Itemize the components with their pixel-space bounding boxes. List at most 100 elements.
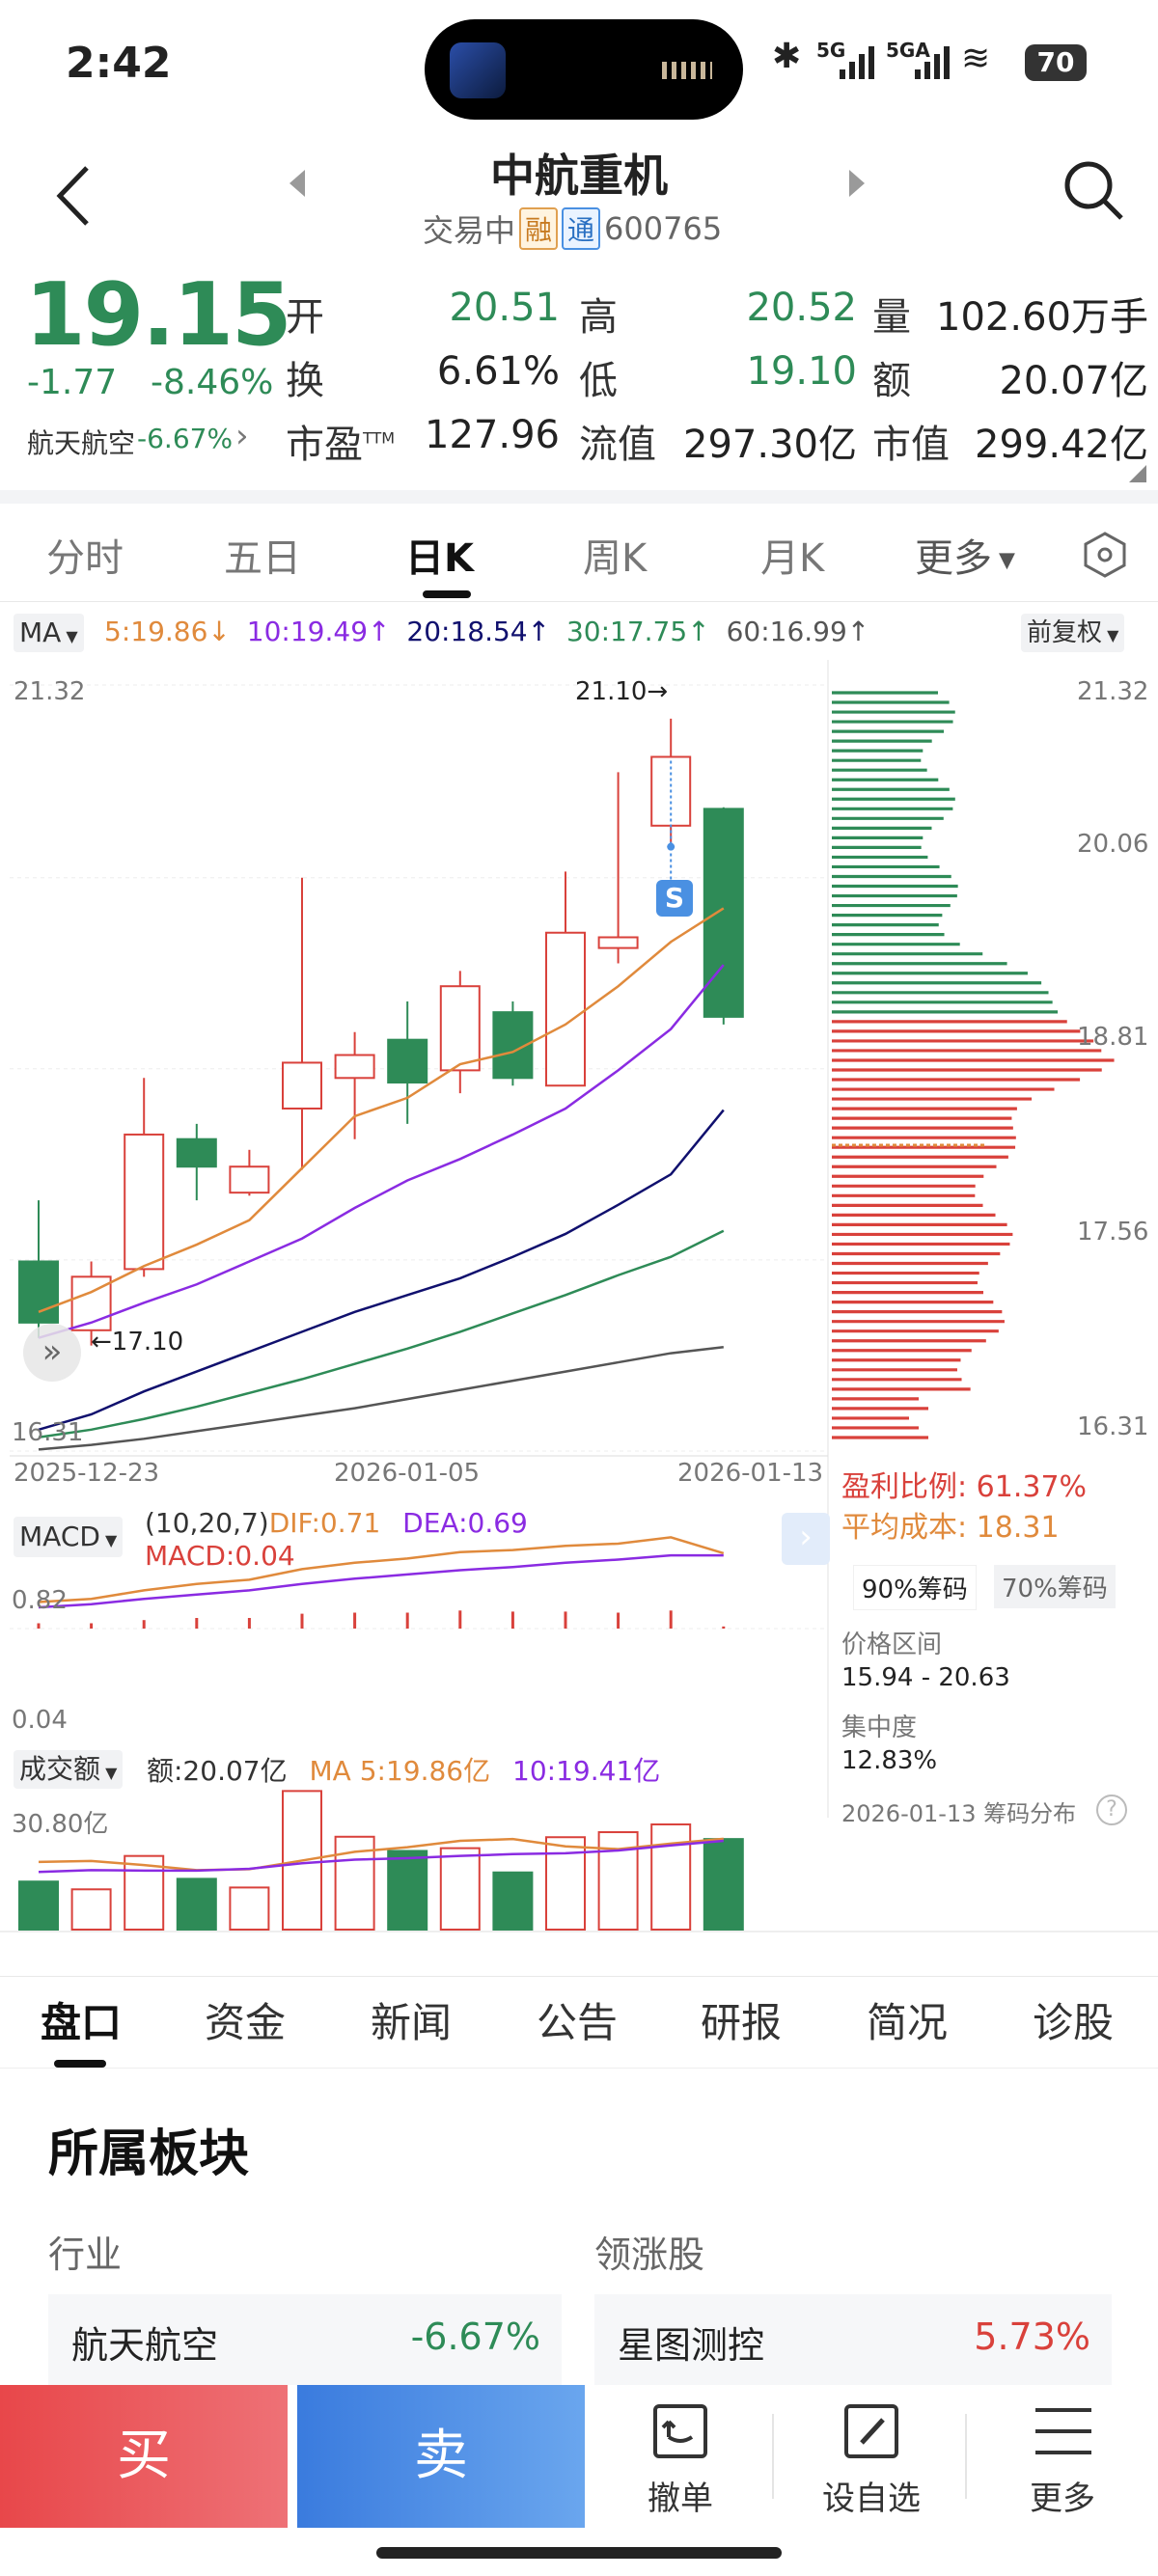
tab-more[interactable]: 更多 ▼	[915, 536, 1015, 581]
more-button[interactable]: 更多	[980, 2385, 1144, 2528]
expand-corner-icon[interactable]	[1129, 465, 1146, 482]
settings-hexagon-icon[interactable]	[1081, 531, 1129, 579]
section-divider	[0, 490, 1158, 504]
tab-profile[interactable]: 简况	[867, 1999, 949, 2046]
mcap-label: 市值	[872, 423, 950, 467]
low-label: 低	[579, 359, 618, 403]
candle-body	[334, 1054, 375, 1080]
volume-bar	[703, 1838, 744, 1931]
date-start: 2025-12-23	[14, 1459, 160, 1488]
signal-icon	[907, 44, 950, 79]
dynamic-island	[425, 19, 743, 120]
industry-card[interactable]: 航天航空 -6.67%	[48, 2294, 562, 2387]
macd-axis-bottom: 0.04	[12, 1706, 68, 1735]
volume-bar	[492, 1871, 534, 1931]
signal-5ga-label: 5GA	[886, 39, 930, 62]
right-axis-2: 20.06	[1077, 830, 1149, 859]
signal-icon	[832, 44, 874, 79]
candle-body	[439, 985, 481, 1072]
volume-ma5-line	[38, 1837, 724, 1872]
right-axis-1: 21.32	[1077, 677, 1149, 706]
stock-subtitle: 交易中 融 通 600765	[423, 206, 722, 251]
high-value: 20.52	[746, 286, 857, 330]
ma10-line	[38, 964, 725, 1339]
price-range-value: 15.94 - 20.63	[841, 1663, 1010, 1692]
tab-five-day[interactable]: 五日	[224, 536, 301, 581]
sector-section: 所属板块 行业 领涨股 航天航空 -6.67% 星图测控 5.73%	[0, 2069, 1158, 2387]
dea-line	[38, 1553, 724, 1609]
expand-left-icon[interactable]: »	[23, 1324, 81, 1382]
date-end: 2026-01-13	[677, 1459, 824, 1488]
leader-card[interactable]: 星图测控 5.73%	[594, 2294, 1112, 2387]
next-stock-icon[interactable]	[845, 168, 868, 199]
tab-diagnosis[interactable]: 诊股	[1033, 1999, 1115, 2046]
quote-panel: 19.15 -1.77 -8.46% 航天航空 -6.67% › 开 20.51…	[0, 260, 1158, 492]
candle-body	[229, 1165, 270, 1194]
tab-funds[interactable]: 资金	[205, 1999, 287, 2046]
chip-70-button[interactable]: 70%筹码	[994, 1565, 1116, 1608]
macd-axis-top: 0.82	[12, 1586, 68, 1615]
mcap-value: 299.42亿	[975, 423, 1148, 467]
price-change-pct: -8.46%	[151, 363, 274, 402]
kline-svg[interactable]	[0, 660, 1158, 1972]
tab-announcements[interactable]: 公告	[537, 1999, 619, 2046]
candle-body	[176, 1137, 217, 1168]
chevron-right-icon[interactable]: ›	[235, 417, 249, 455]
tab-weekly-k[interactable]: 周K	[583, 536, 648, 581]
cancel-order-label: 撤单	[648, 2480, 713, 2518]
macd-selector[interactable]: MACD ▼	[14, 1517, 124, 1557]
expand-right-icon[interactable]: ›	[782, 1513, 830, 1565]
volume-bar	[70, 1888, 112, 1932]
pe-value: 127.96	[425, 413, 560, 457]
tab-research[interactable]: 研报	[701, 1999, 783, 2046]
volume-bar	[650, 1822, 692, 1931]
low-value: 19.10	[746, 349, 857, 394]
concentration-value: 12.83%	[841, 1746, 938, 1775]
sell-signal-icon[interactable]: S	[656, 880, 693, 917]
candle-body	[18, 1260, 59, 1324]
adjust-selector[interactable]: 前复权 ▼	[1021, 614, 1125, 652]
cancel-order-button[interactable]: 撤单	[598, 2385, 762, 2528]
volume-bar	[229, 1886, 270, 1932]
tab-news[interactable]: 新闻	[371, 1999, 453, 2046]
ma-selector[interactable]: MA ▼	[14, 614, 84, 652]
ma20-value: 20:18.54↑	[406, 616, 551, 647]
pe-label: 市盈TTM	[286, 423, 396, 467]
chip-90-button[interactable]: 90%筹码	[853, 1565, 977, 1610]
sector-name[interactable]: 航天航空	[27, 427, 136, 459]
undo-icon	[653, 2404, 707, 2458]
search-icon[interactable]	[1062, 158, 1125, 222]
date-mid: 2026-01-05	[334, 1459, 481, 1488]
battery-icon: 70	[1025, 44, 1087, 81]
tab-orderbook[interactable]: 盘口	[41, 1999, 123, 2046]
candle-body	[597, 936, 639, 949]
amount-label: 额	[872, 359, 911, 403]
divider	[965, 2414, 967, 2499]
volume-ma10-line	[38, 1839, 724, 1874]
sell-button[interactable]: 卖	[297, 2385, 585, 2528]
help-icon[interactable]: ?	[1096, 1795, 1127, 1825]
high-label: 高	[579, 295, 618, 340]
kline-tabs: 分时 五日 日K 周K 月K 更多 ▼	[0, 506, 1158, 602]
volume-bar	[18, 1880, 59, 1932]
volume-selector[interactable]: 成交额 ▼	[14, 1750, 124, 1789]
tab-intraday[interactable]: 分时	[46, 536, 124, 581]
tab-monthly-k[interactable]: 月K	[760, 536, 825, 581]
sector-pct[interactable]: -6.67%	[137, 423, 234, 454]
tab-daily-k[interactable]: 日K	[405, 536, 474, 581]
macd-values: (10,20,7)DIF:0.71 DEA:0.69	[145, 1507, 528, 1539]
buy-button[interactable]: 买	[0, 2385, 288, 2528]
right-axis-3: 18.81	[1077, 1023, 1149, 1052]
avg-cost: 平均成本: 18.31	[841, 1511, 1060, 1545]
add-watchlist-button[interactable]: 设自选	[789, 2385, 953, 2528]
candle-body	[703, 808, 744, 1018]
leader-label: 领涨股	[594, 2233, 705, 2276]
volume-axis-top: 30.80亿	[12, 1810, 109, 1839]
turnover-value: 6.61%	[436, 349, 560, 394]
min-price-note: ←17.10	[91, 1328, 184, 1357]
stock-name: 中航重机	[490, 150, 668, 202]
prev-stock-icon[interactable]	[286, 168, 309, 199]
volume-bar	[176, 1877, 217, 1931]
profit-ratio: 盈利比例: 61.37%	[841, 1470, 1088, 1504]
back-icon[interactable]	[54, 164, 93, 228]
